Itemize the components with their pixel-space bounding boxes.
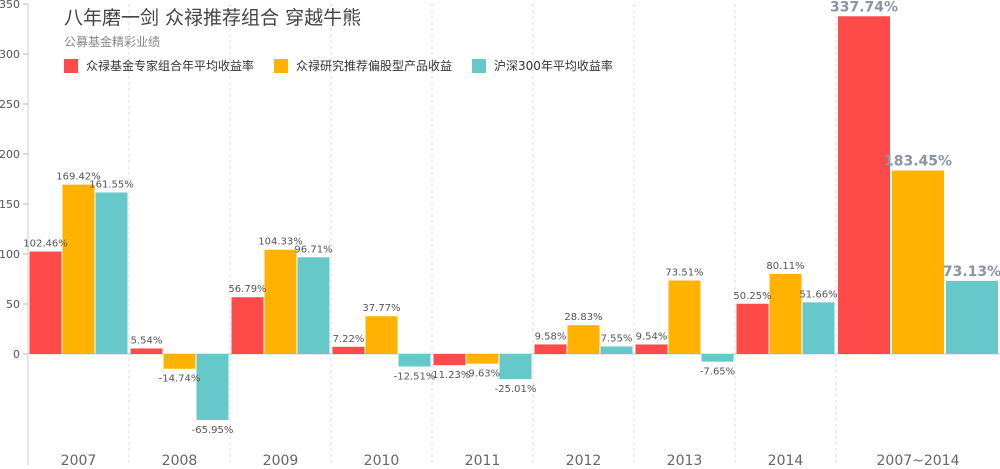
x-tick-label: 2012 (566, 453, 602, 465)
bar-3-2011[interactable] (499, 354, 532, 380)
data-label: 73.13% (943, 264, 1000, 280)
data-label: 104.33% (258, 237, 303, 248)
bar-2-2010[interactable] (365, 316, 398, 354)
data-label: 50.25% (733, 291, 771, 302)
chart-legend: 众禄基金专家组合年平均收益率 众禄研究推荐偏股型产品收益 沪深300年平均收益率 (64, 57, 613, 74)
data-label: -11.23% (429, 370, 471, 381)
data-label: 102.46% (23, 239, 68, 250)
x-tick-label: 2007~2014 (877, 453, 960, 465)
data-label: 96.71% (294, 244, 332, 255)
data-label: 51.66% (799, 289, 837, 300)
bar-2-2013[interactable] (668, 280, 701, 354)
y-tick-label: 200 (0, 148, 20, 161)
x-tick-label: 2007 (61, 453, 97, 465)
data-label: 183.45% (884, 154, 952, 170)
bar-1-2010[interactable] (332, 346, 365, 354)
bar-3-2009[interactable] (297, 257, 330, 354)
x-tick-label: 2013 (667, 453, 703, 465)
y-tick-label: 150 (0, 198, 20, 211)
data-label: -9.63% (465, 369, 500, 380)
data-label: 9.54% (636, 331, 668, 342)
bar-3-2007[interactable] (95, 192, 128, 354)
bar-1-2007[interactable] (29, 251, 62, 354)
x-tick-label: 2009 (263, 453, 299, 465)
data-label: -65.95% (192, 425, 234, 436)
bar-1-2007~2014[interactable] (838, 16, 890, 354)
y-tick-label: 50 (6, 298, 20, 311)
legend-label-series-3: 沪深300年平均收益率 (494, 59, 613, 73)
data-label: 28.83% (564, 312, 602, 323)
bar-1-2009[interactable] (231, 297, 264, 354)
legend-label-series-2: 众禄研究推荐偏股型产品收益 (296, 59, 453, 73)
legend-item-series-3[interactable]: 沪深300年平均收益率 (472, 57, 613, 74)
bar-1-2013[interactable] (635, 344, 668, 354)
y-tick-label: 0 (13, 348, 20, 361)
legend-swatch-series-2 (274, 58, 289, 73)
bar-1-2008[interactable] (130, 348, 163, 354)
bar-1-2012[interactable] (534, 344, 567, 354)
y-tick-label: 350 (0, 0, 20, 11)
legend-item-series-1[interactable]: 众禄基金专家组合年平均收益率 (64, 57, 254, 74)
legend-swatch-series-1 (64, 58, 78, 73)
bar-3-2012[interactable] (600, 346, 633, 354)
y-tick-label: 100 (0, 248, 20, 261)
x-tick-label: 2011 (465, 453, 501, 465)
data-label: 169.42% (56, 172, 101, 183)
chart-subtitle: 公募基金精彩业绩 (64, 35, 161, 49)
data-label: 7.55% (601, 333, 633, 344)
legend-swatch-series-3 (472, 58, 487, 73)
y-tick-label: 300 (0, 48, 20, 61)
bar-3-2014[interactable] (802, 302, 835, 354)
chart-title: 八年磨一剑 众禄推荐组合 穿越牛熊 (64, 7, 362, 29)
y-tick-label: 250 (0, 98, 20, 111)
data-label: 337.74% (830, 0, 898, 15)
x-tick-label: 2014 (768, 453, 804, 465)
bar-2-2007[interactable] (62, 184, 95, 354)
data-label: 161.55% (89, 179, 134, 190)
data-label: 5.54% (131, 335, 163, 346)
data-label: 9.58% (535, 331, 567, 342)
bar-3-2008[interactable] (196, 354, 229, 420)
bar-2-2007~2014[interactable] (892, 170, 944, 354)
bar-1-2014[interactable] (736, 303, 769, 354)
bar-2-2012[interactable] (567, 325, 600, 354)
data-label: 73.51% (665, 267, 703, 278)
bar-3-2010[interactable] (398, 354, 431, 367)
bar-1-2011[interactable] (433, 354, 466, 366)
bar-3-2007~2014[interactable] (946, 280, 998, 354)
data-label: 80.11% (766, 261, 804, 272)
x-tick-label: 2010 (364, 453, 400, 465)
x-tick-label: 2008 (162, 453, 198, 465)
bar-2-2014[interactable] (769, 273, 802, 354)
data-label: -25.01% (495, 384, 537, 395)
data-label: -12.51% (394, 372, 436, 383)
legend-label-series-1: 众禄基金专家组合年平均收益率 (86, 59, 255, 73)
bar-2-2011[interactable] (466, 354, 499, 364)
data-label: 7.22% (333, 334, 365, 345)
data-label: 37.77% (362, 303, 400, 314)
bar-2-2008[interactable] (163, 354, 196, 369)
data-label: 56.79% (228, 284, 266, 295)
legend-item-series-2[interactable]: 众禄研究推荐偏股型产品收益 (274, 57, 452, 74)
bar-3-2013[interactable] (701, 354, 734, 362)
bar-2-2009[interactable] (264, 249, 297, 354)
data-label: -7.65% (700, 367, 735, 378)
data-label: -14.74% (159, 374, 201, 385)
